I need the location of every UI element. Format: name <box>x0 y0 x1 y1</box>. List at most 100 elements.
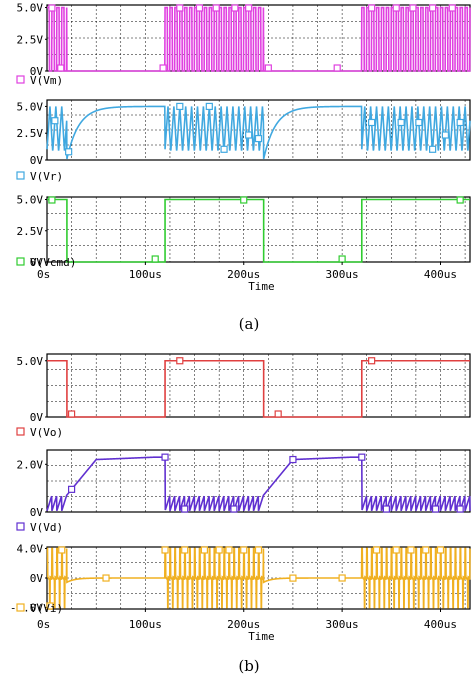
series-marker <box>289 574 297 582</box>
chart-a: 0V2.5V5.0VV(Vm)0V2.5V5.0VV(Vr)0V2.5V5.0V… <box>16 2 471 293</box>
series-marker <box>161 546 169 554</box>
series-marker <box>159 64 167 72</box>
series-marker <box>415 118 423 127</box>
plot-frame <box>46 196 471 263</box>
series-marker <box>392 4 400 12</box>
series-trace <box>47 198 470 263</box>
series-marker <box>368 4 376 12</box>
series-marker <box>48 196 56 204</box>
legend-marker <box>16 257 25 266</box>
series-marker <box>392 546 400 554</box>
legend-marker <box>16 427 25 436</box>
legend-label: V(Vcmd) <box>30 256 76 269</box>
series-marker <box>368 357 376 365</box>
panel-vvcmd: 0V 2.5V 5.0V V(Vcmd) <box>16 194 471 269</box>
y-tick-label: 5.0V <box>17 194 44 207</box>
legend-label: V(Vr) <box>30 170 63 183</box>
series-marker <box>338 574 346 582</box>
panel-vvd: 0V 2.0V V(Vd) <box>16 449 471 534</box>
caption-b: (b) <box>238 657 259 675</box>
y-tick-label: 0V <box>30 506 44 519</box>
y-tick-label: 2.5V <box>17 127 44 140</box>
y-tick-label: 0V <box>30 411 44 424</box>
series-marker <box>48 4 56 12</box>
panel-vvr: 0V 2.5V 5.0V V(Vr) <box>16 99 471 183</box>
series-marker <box>102 574 110 582</box>
y-tick-label: 2.5V <box>17 225 44 238</box>
series-marker <box>46 602 54 610</box>
series-marker <box>231 4 239 12</box>
series-marker <box>57 64 65 72</box>
legend-marker <box>16 522 25 531</box>
series-marker <box>358 453 366 461</box>
series-marker <box>212 4 220 12</box>
series-marker <box>176 357 184 365</box>
series-marker <box>151 255 159 263</box>
series-marker <box>338 255 346 263</box>
y-tick-label: 0V <box>30 154 44 167</box>
series-marker <box>240 546 248 554</box>
panel-vvo: 0V 5.0V V(Vo) <box>16 353 471 439</box>
legend-marker <box>16 75 25 84</box>
y-tick-label: 2.5V <box>17 33 44 46</box>
series-marker <box>230 505 238 513</box>
x-tick-label: 0s <box>37 268 50 281</box>
series-marker <box>176 102 184 111</box>
y-tick-label: 0V <box>30 256 44 269</box>
series-marker <box>407 546 415 554</box>
series-marker <box>245 131 253 139</box>
legend-label: V(Vi) <box>30 602 63 615</box>
y-tick-label: 0V <box>30 65 44 78</box>
series-marker <box>225 546 233 554</box>
series-marker <box>456 118 464 127</box>
series-marker <box>333 64 341 72</box>
legend-label: V(Vd) <box>30 521 63 534</box>
series-marker <box>215 546 223 554</box>
series-marker <box>372 546 381 554</box>
series-marker <box>58 546 66 554</box>
caption-a: (a) <box>239 315 260 333</box>
series-marker <box>429 4 437 12</box>
legend-label: V(Vo) <box>30 426 63 439</box>
series-trace <box>46 456 471 512</box>
series-marker <box>264 64 272 72</box>
series-marker <box>409 4 417 12</box>
series-marker <box>67 410 76 418</box>
series-marker <box>176 4 184 12</box>
legend-label: V(Vm) <box>30 74 63 87</box>
series-marker <box>456 505 464 513</box>
series-trace <box>46 105 471 160</box>
y-tick-label: 4.0V <box>17 542 44 555</box>
x-axis-label: Time <box>248 280 275 293</box>
series-marker <box>205 102 213 111</box>
x-tick-label: 100us <box>129 618 162 631</box>
series-marker <box>200 546 208 554</box>
series-marker <box>456 196 464 204</box>
series-marker <box>195 4 204 12</box>
series-marker <box>382 505 390 513</box>
series-marker <box>431 505 440 513</box>
x-tick-label: 300us <box>326 618 359 631</box>
series-marker <box>254 134 263 143</box>
series-marker <box>422 546 430 554</box>
x-tick-label: 100us <box>129 268 162 281</box>
y-tick-label: 0V <box>30 572 44 585</box>
x-tick-label: 0s <box>37 618 50 631</box>
series-marker <box>65 148 73 156</box>
y-tick-label: 5.0V <box>17 2 44 15</box>
plot-frame <box>46 353 471 418</box>
series-marker <box>181 546 189 554</box>
series-marker <box>289 455 297 464</box>
x-tick-label: 400us <box>424 268 457 281</box>
panel-vvm: 0V 2.5V 5.0V V(Vm) <box>16 2 471 87</box>
chart-b: 0V5.0VV(Vo)0V2.0VV(Vd)-4.0V0V4.0VV(Vi)0s… <box>10 353 471 643</box>
series-trace <box>47 359 470 418</box>
series-marker <box>441 131 450 139</box>
x-tick-label: 200us <box>227 618 260 631</box>
x-tick-label: 200us <box>227 268 260 281</box>
series-marker <box>448 4 456 12</box>
x-tick-label: 400us <box>424 618 457 631</box>
series-marker <box>436 546 445 554</box>
